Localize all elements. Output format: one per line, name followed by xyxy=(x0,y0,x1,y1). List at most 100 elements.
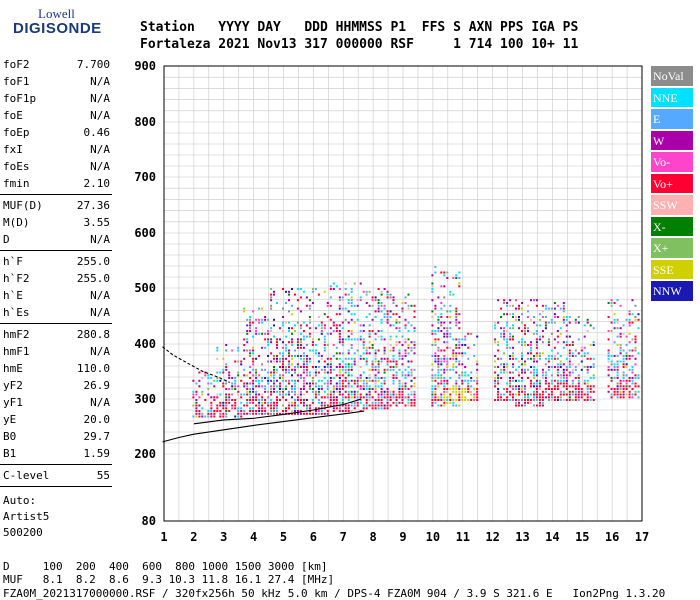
echo-mark xyxy=(359,410,362,412)
echo-mark xyxy=(607,349,610,352)
echo-mark xyxy=(237,349,240,352)
echo-mark xyxy=(413,316,416,318)
echo-mark xyxy=(308,371,311,374)
param-row: M(D) 3.55 xyxy=(3,216,110,229)
echo-mark xyxy=(395,366,398,368)
echo-mark xyxy=(308,299,311,302)
echo-mark xyxy=(431,324,434,327)
echo-mark xyxy=(291,357,293,360)
echo-mark xyxy=(530,393,532,396)
echo-mark xyxy=(431,390,434,393)
echo-mark xyxy=(305,357,308,360)
echo-mark xyxy=(288,310,290,313)
echo-mark xyxy=(535,344,538,346)
echo-mark xyxy=(544,316,547,318)
echo-mark xyxy=(449,401,452,404)
echo-mark xyxy=(264,388,267,390)
echo-mark xyxy=(616,335,619,338)
echo-mark xyxy=(288,352,290,355)
echo-mark xyxy=(386,321,389,324)
param-row: B0 29.7 xyxy=(3,430,110,443)
echo-mark xyxy=(562,385,565,388)
echo-mark xyxy=(380,407,383,410)
echo-mark xyxy=(338,313,341,316)
echo-mark xyxy=(434,355,437,357)
echo-mark xyxy=(320,412,323,415)
echo-mark xyxy=(386,396,389,399)
echo-mark xyxy=(219,415,222,418)
echo-mark xyxy=(234,382,237,385)
echo-mark xyxy=(503,368,506,371)
echo-mark xyxy=(467,379,470,382)
echo-mark xyxy=(267,360,270,363)
echo-mark xyxy=(308,304,311,307)
echo-mark xyxy=(261,321,264,324)
echo-mark xyxy=(583,366,586,368)
echo-mark xyxy=(314,288,317,290)
echo-mark xyxy=(440,316,443,318)
y-tick-label: 800 xyxy=(134,115,156,129)
echo-mark xyxy=(634,382,637,385)
echo-mark xyxy=(296,379,299,382)
echo-mark xyxy=(279,360,281,363)
echo-mark xyxy=(577,393,580,396)
echo-mark xyxy=(500,368,503,371)
echo-mark xyxy=(273,407,275,410)
echo-mark xyxy=(509,346,512,349)
echo-mark xyxy=(535,324,538,327)
echo-mark xyxy=(407,360,410,363)
echo-mark xyxy=(527,330,529,332)
echo-mark xyxy=(437,371,440,374)
echo-mark xyxy=(589,377,592,379)
echo-mark xyxy=(449,327,452,330)
echo-mark xyxy=(356,401,359,404)
echo-mark xyxy=(294,368,296,371)
echo-mark xyxy=(341,307,344,310)
echo-mark xyxy=(583,399,586,401)
echo-mark xyxy=(452,399,455,401)
echo-mark xyxy=(449,357,452,360)
echo-mark xyxy=(395,396,398,399)
echo-mark xyxy=(553,346,556,349)
echo-mark xyxy=(577,382,580,385)
echo-mark xyxy=(374,377,377,379)
echo-mark xyxy=(476,393,479,396)
echo-mark xyxy=(407,344,410,346)
echo-mark xyxy=(401,396,404,399)
echo-mark xyxy=(341,379,344,382)
echo-mark xyxy=(282,346,284,349)
echo-mark xyxy=(395,344,398,346)
echo-mark xyxy=(249,327,252,330)
echo-mark xyxy=(383,307,386,310)
echo-mark xyxy=(455,313,458,316)
echo-mark xyxy=(264,346,267,349)
header-values: Fortaleza 2021 Nov13 317 000000 RSF 1 71… xyxy=(140,37,579,52)
echo-mark xyxy=(359,401,362,404)
echo-mark xyxy=(568,316,571,318)
echo-mark xyxy=(246,382,249,385)
echo-mark xyxy=(228,399,231,401)
echo-mark xyxy=(431,355,434,357)
echo-mark xyxy=(338,296,341,299)
echo-mark xyxy=(329,390,332,393)
echo-mark xyxy=(541,368,544,371)
echo-mark xyxy=(252,410,255,412)
echo-mark xyxy=(619,352,622,355)
echo-mark xyxy=(282,368,284,371)
echo-mark xyxy=(613,368,616,371)
echo-mark xyxy=(216,410,219,412)
echo-mark xyxy=(332,282,335,285)
echo-mark xyxy=(216,357,219,360)
echo-mark xyxy=(533,399,535,401)
echo-mark xyxy=(553,357,556,360)
echo-mark xyxy=(437,327,440,330)
echo-mark xyxy=(625,388,628,390)
legend-item-w: W xyxy=(651,130,693,152)
echo-mark xyxy=(249,388,252,390)
echo-mark xyxy=(521,379,523,382)
echo-mark xyxy=(461,388,464,390)
echo-mark xyxy=(509,327,512,330)
echo-mark xyxy=(538,396,541,399)
echo-mark xyxy=(509,399,512,401)
echo-mark xyxy=(288,368,290,371)
